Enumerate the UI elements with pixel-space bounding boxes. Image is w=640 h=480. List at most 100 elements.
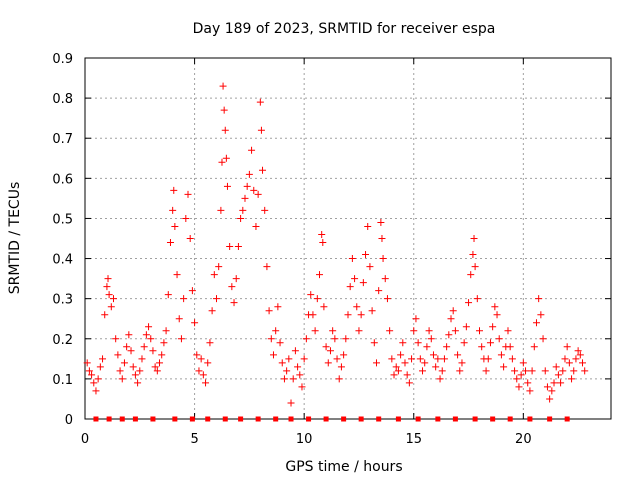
data-point [541, 367, 549, 375]
data-point [574, 347, 582, 355]
data-point [202, 379, 210, 387]
data-point [508, 355, 516, 363]
data-point [239, 206, 247, 214]
data-point [208, 307, 216, 315]
data-point [274, 303, 282, 311]
data-point [171, 222, 179, 230]
data-point [370, 339, 378, 347]
data-point [412, 315, 420, 323]
data-point [421, 359, 429, 367]
data-point [486, 339, 494, 347]
baseline-marker [205, 416, 211, 422]
data-point [539, 335, 547, 343]
baseline-marker [323, 416, 329, 422]
data-point [127, 347, 135, 355]
data-point [170, 186, 178, 194]
data-point [357, 311, 365, 319]
data-point [142, 331, 150, 339]
y-tick-label: 0 [65, 413, 73, 428]
data-point [125, 331, 133, 339]
data-point [513, 375, 521, 383]
data-point [348, 255, 356, 263]
data-point [408, 355, 416, 363]
data-point [364, 222, 372, 230]
data-point [506, 343, 514, 351]
baseline-marker [119, 416, 125, 422]
data-point [101, 311, 109, 319]
data-point [294, 363, 302, 371]
data-point [237, 214, 245, 222]
data-point [206, 339, 214, 347]
data-point [397, 351, 405, 359]
data-point [462, 323, 470, 331]
data-point [109, 295, 117, 303]
data-point [438, 367, 446, 375]
data-point [390, 371, 398, 379]
data-point [158, 351, 166, 359]
y-tick-label: 0.7 [52, 132, 73, 147]
baseline-marker [172, 416, 178, 422]
data-point [160, 339, 168, 347]
data-point [434, 355, 442, 363]
data-point [230, 299, 238, 307]
data-point [353, 303, 361, 311]
data-point [302, 335, 310, 343]
data-point [570, 367, 578, 375]
data-point [504, 327, 512, 335]
data-point [403, 371, 411, 379]
data-point [530, 343, 538, 351]
x-axis: 0 5 10 15 20 [81, 58, 532, 447]
data-point [173, 271, 181, 279]
data-point [440, 355, 448, 363]
baseline-markers [93, 416, 570, 422]
baseline-marker [150, 416, 156, 422]
y-tick-label: 0.2 [52, 333, 73, 348]
data-point [399, 339, 407, 347]
baseline-marker [527, 416, 533, 422]
data-point [166, 239, 174, 247]
data-point [497, 351, 505, 359]
data-point [342, 335, 350, 343]
data-point [416, 355, 424, 363]
data-point [460, 339, 468, 347]
data-point [458, 359, 466, 367]
data-point [456, 367, 464, 375]
baseline-marker [358, 416, 364, 422]
data-point [495, 335, 503, 343]
data-point [114, 351, 122, 359]
data-point [217, 206, 225, 214]
y-tick-label: 0.5 [52, 212, 73, 227]
baseline-marker [547, 416, 553, 422]
data-point [195, 367, 203, 375]
baseline-marker [415, 416, 421, 422]
baseline-marker [106, 416, 112, 422]
data-point [94, 375, 102, 383]
data-point [210, 271, 218, 279]
data-point [565, 359, 573, 367]
data-point [383, 295, 391, 303]
data-point [394, 367, 402, 375]
x-tick-label: 0 [81, 432, 89, 447]
baseline-marker [288, 416, 294, 422]
data-point [307, 291, 315, 299]
data-point [289, 375, 297, 383]
data-point [511, 367, 519, 375]
data-point [454, 351, 462, 359]
data-point [134, 379, 142, 387]
y-axis: 0 0.1 0.2 0.3 0.4 0.5 0.6 0.7 0.8 0.9 [52, 52, 611, 428]
data-point [311, 327, 319, 335]
data-point [267, 335, 275, 343]
baseline-marker [306, 416, 312, 422]
data-point [199, 371, 207, 379]
baseline-marker [507, 416, 513, 422]
baseline-marker [435, 416, 441, 422]
data-point [377, 218, 385, 226]
data-point [429, 351, 437, 359]
data-point [265, 307, 273, 315]
data-point [470, 235, 478, 242]
data-point [451, 327, 459, 335]
data-point [118, 375, 126, 383]
data-point [250, 186, 258, 194]
y-tick-label: 0.1 [52, 373, 73, 388]
data-point [220, 106, 228, 114]
